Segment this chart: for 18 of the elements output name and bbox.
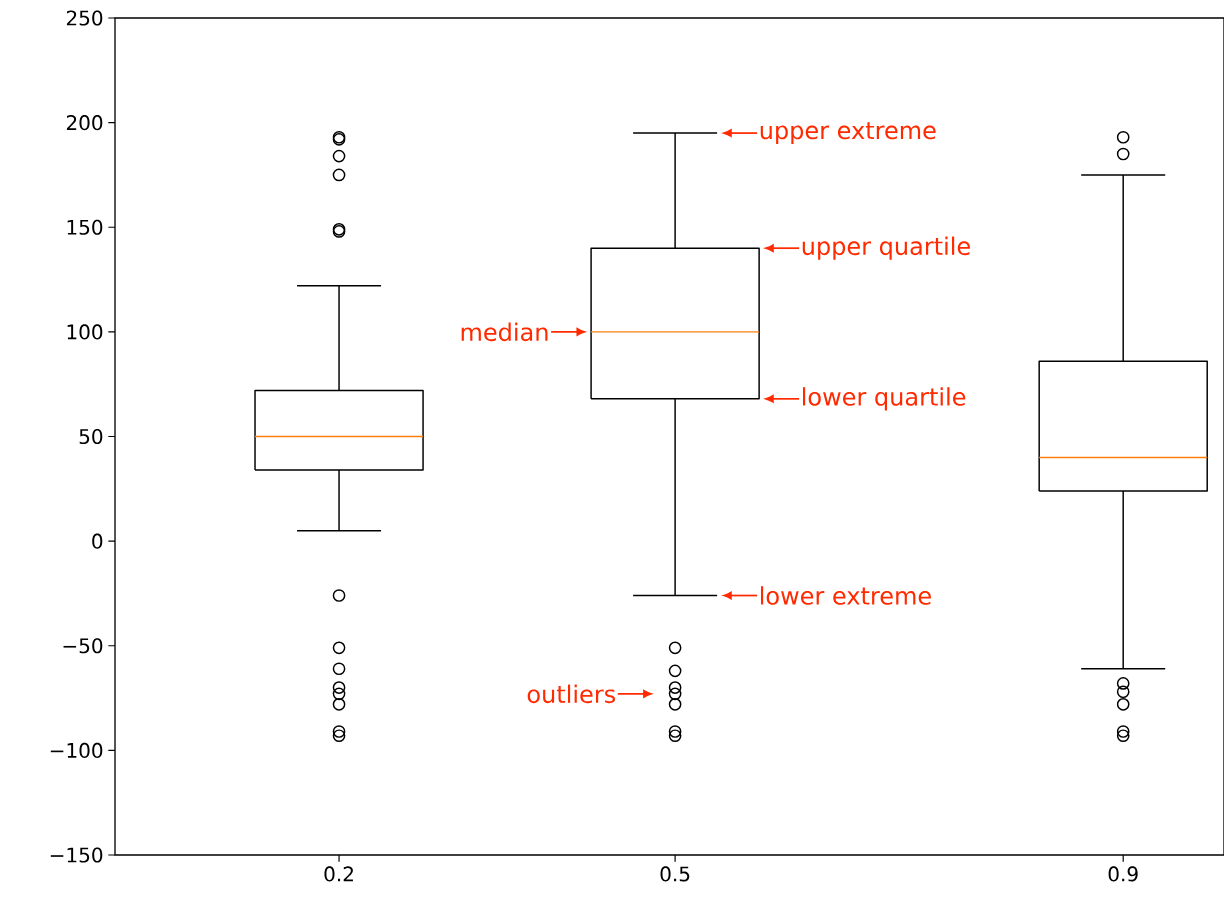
y-tick-label: 50: [79, 428, 103, 445]
x-tick-label: 0.5: [660, 866, 690, 882]
y-tick-label: 250: [66, 10, 103, 26]
y-tick-label: 0: [92, 533, 103, 549]
annotation: lower quartile: [802, 387, 966, 411]
y-tick-label: 100: [67, 324, 103, 340]
x-tick-label: 0.2: [324, 866, 353, 882]
y-tick-label: 200: [66, 115, 103, 131]
y-tick-label: −100: [50, 742, 103, 758]
annotation: upper quartile: [802, 236, 970, 260]
annotation: upper extreme: [760, 122, 936, 145]
y-tick-label: −150: [50, 847, 103, 863]
y-tick-label: −50: [63, 638, 103, 654]
annotation: median: [461, 322, 548, 342]
annotation: outliers: [527, 684, 616, 704]
x-tick-label: 0.9: [1108, 866, 1138, 882]
y-tick-label: 150: [67, 219, 103, 235]
annotation: lower extreme: [760, 586, 931, 605]
